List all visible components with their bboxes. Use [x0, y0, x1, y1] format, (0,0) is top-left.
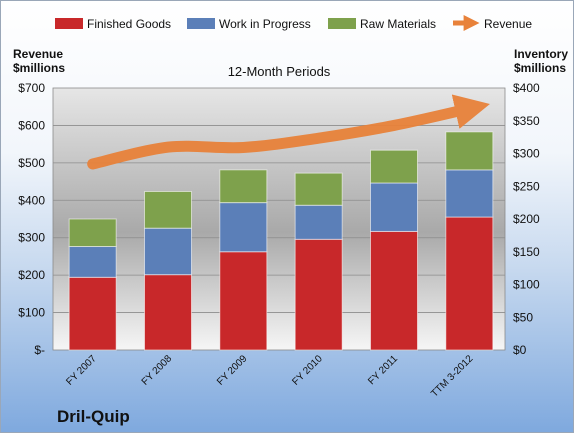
left-tick-label: $300 [18, 231, 45, 245]
bar-raw-materials [445, 131, 494, 171]
legend-swatch-finished-goods [55, 18, 83, 29]
legend-label-revenue: Revenue [484, 17, 532, 31]
bar-work-in-progress [68, 246, 117, 278]
plot-area [52, 87, 506, 351]
right-tick-label: $150 [513, 245, 540, 259]
x-tick-label: FY 2008 [140, 353, 175, 388]
company-name: Dril-Quip [57, 407, 130, 426]
right-axis-ticks: $0 $50 $100 $150 $200 $250 $300 $350 $400 [513, 81, 540, 357]
legend-label-finished-goods: Finished Goods [87, 17, 171, 31]
legend-swatch-raw-materials [328, 18, 356, 29]
bar-work-in-progress [219, 202, 268, 253]
x-tick-label: FY 2010 [290, 353, 325, 388]
bar-raw-materials [294, 172, 343, 206]
left-axis-ticks: $- $100 $200 $300 $400 $500 $600 $700 [18, 81, 45, 357]
right-tick-label: $400 [513, 81, 540, 95]
legend-label-work-in-progress: Work in Progress [219, 17, 311, 31]
left-tick-label: $400 [18, 193, 45, 207]
right-axis-title-line2: $millions [514, 61, 566, 75]
bar-raw-materials [370, 149, 418, 184]
x-axis-ticks: FY 2007 FY 2008 FY 2009 FY 2010 FY 2011 TTM 3… [64, 353, 475, 400]
bar-finished-goods [370, 230, 418, 351]
left-axis-title-line2: $millions [13, 61, 65, 75]
bar-finished-goods [219, 251, 268, 351]
left-tick-label: $200 [18, 268, 45, 282]
legend-swatch-work-in-progress [187, 18, 215, 29]
right-tick-label: $200 [513, 212, 540, 226]
legend-item-finished-goods: Finished Goods [55, 17, 171, 31]
right-tick-label: $0 [513, 343, 527, 357]
left-axis-title-line1: Revenue [13, 47, 63, 61]
right-tick-label: $300 [513, 147, 540, 161]
right-axis-title-line1: Inventory [514, 47, 568, 61]
revenue-line [87, 94, 490, 170]
x-tick-label: TTM 3-2012 [429, 353, 476, 400]
bar-raw-materials [219, 169, 268, 204]
revenue-line-layer [87, 94, 490, 170]
bar-raw-materials [68, 218, 117, 248]
legend: Finished Goods Work in Progress Raw Mate… [55, 14, 532, 32]
right-tick-label: $250 [513, 179, 540, 193]
left-tick-label: $700 [18, 81, 45, 95]
gridlines [53, 125, 505, 313]
left-tick-label: $100 [18, 306, 45, 320]
x-tick-label: FY 2007 [64, 353, 99, 388]
bar-work-in-progress [370, 182, 418, 232]
right-tick-label: $350 [513, 114, 540, 128]
bar-finished-goods [144, 274, 192, 351]
legend-item-revenue: Revenue [453, 14, 532, 32]
bar-work-in-progress [294, 204, 343, 240]
x-tick-label: FY 2011 [366, 353, 400, 387]
right-tick-label: $50 [513, 310, 533, 324]
legend-item-raw-materials: Raw Materials [328, 17, 436, 31]
bars [68, 131, 494, 351]
bar-raw-materials [144, 190, 192, 229]
x-tick-label: FY 2009 [215, 353, 250, 388]
bar-finished-goods [294, 238, 343, 351]
chart-subtitle: 12-Month Periods [228, 64, 331, 79]
bar-finished-goods [445, 216, 494, 351]
left-tick-label: $500 [18, 156, 45, 170]
bar-work-in-progress [144, 227, 192, 276]
legend-label-raw-materials: Raw Materials [360, 17, 436, 31]
bar-work-in-progress [445, 169, 494, 218]
bar-finished-goods [68, 276, 117, 351]
left-tick-label: $600 [18, 118, 45, 132]
right-tick-label: $100 [513, 278, 540, 292]
legend-item-work-in-progress: Work in Progress [187, 17, 311, 31]
left-tick-label: $- [34, 343, 45, 357]
